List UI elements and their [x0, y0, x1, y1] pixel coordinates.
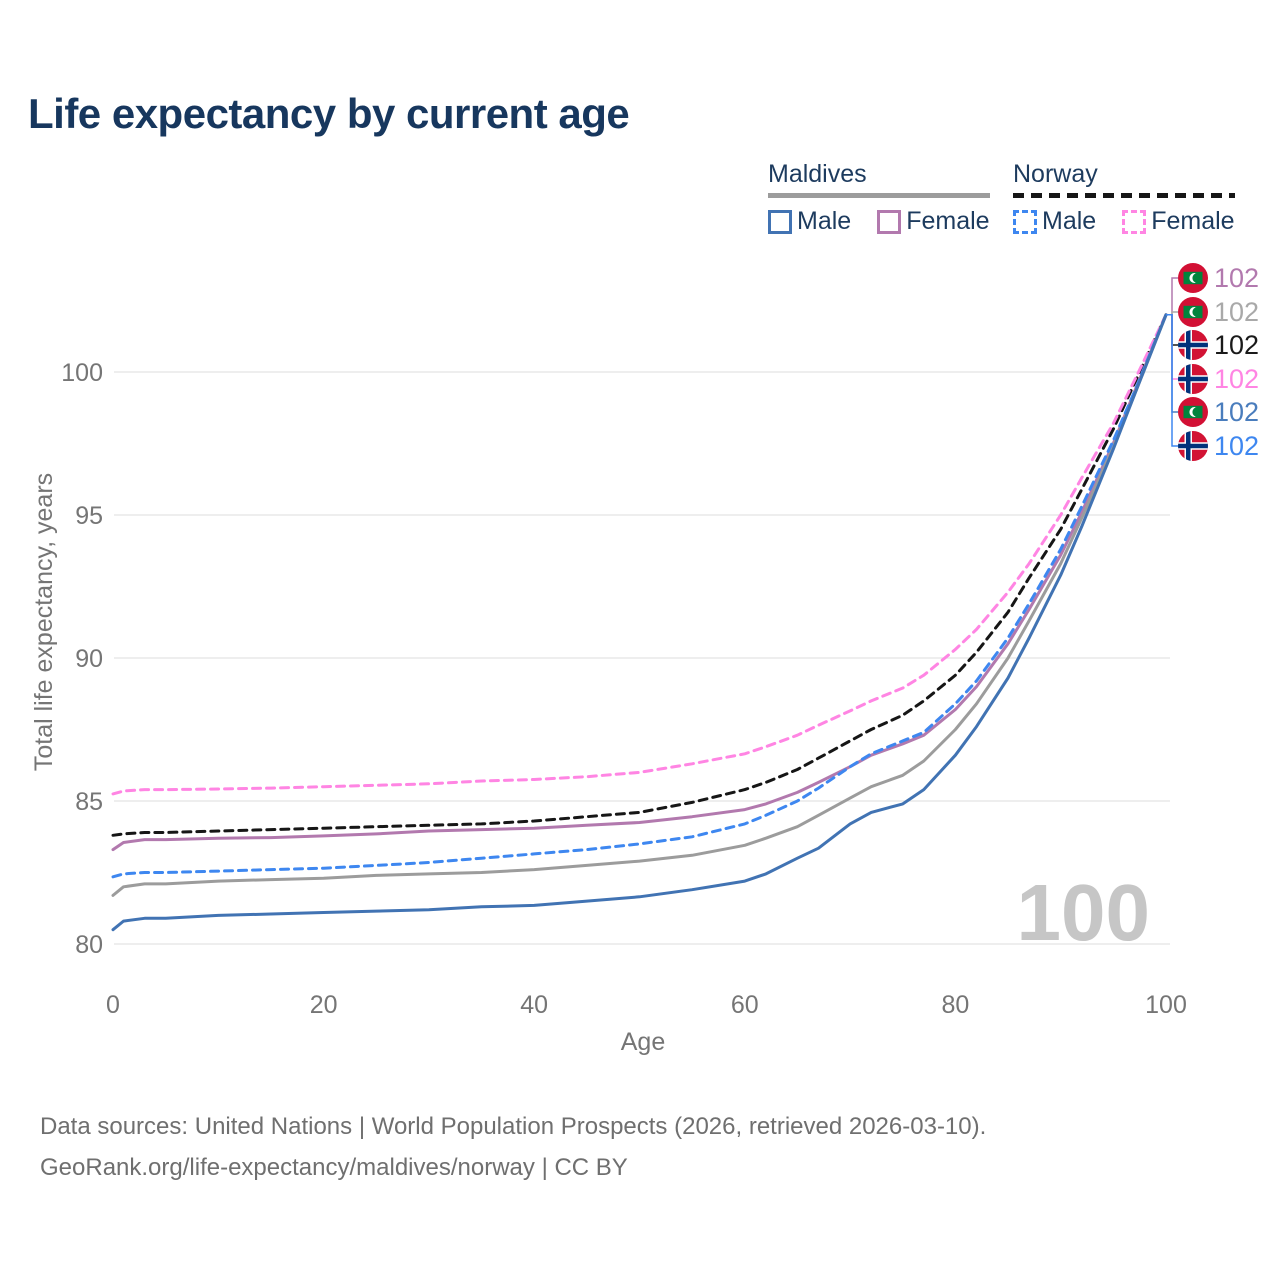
x-axis-title: Age	[621, 1028, 665, 1056]
norway-flag-icon	[1178, 364, 1208, 394]
legend-item-label: Female	[906, 207, 990, 235]
end-label-connector-maldives-female	[1166, 277, 1178, 316]
series-line-maldives-male[interactable]	[111, 313, 1168, 932]
maldives-flag-icon	[1178, 263, 1208, 293]
legend-item-label: Male	[797, 207, 852, 235]
legend-country-norway[interactable]: Norway	[1013, 160, 1098, 188]
end-value-label-norway-female: 102	[1214, 364, 1259, 394]
legend-item-maldives-male[interactable]: Male	[768, 207, 851, 236]
maldives-flag-icon	[1178, 297, 1208, 327]
series-line-norway-female[interactable]	[111, 313, 1168, 796]
y-axis-title: Total life expectancy, years	[30, 473, 58, 771]
maldives-female-swatch-icon	[877, 209, 902, 234]
norway-total-line-sample	[1013, 193, 1235, 198]
x-tick-label-80: 80	[941, 991, 969, 1019]
page-title: Life expectancy by current age	[28, 90, 630, 137]
y-tick-label-90: 90	[75, 645, 103, 673]
y-tick-label-80: 80	[75, 931, 103, 959]
x-tick-label-60: 60	[731, 991, 759, 1019]
series-line-norway-male[interactable]	[111, 313, 1168, 879]
legend-item-norway-female[interactable]: Female	[1122, 207, 1235, 236]
x-tick-label-0: 0	[106, 991, 120, 1019]
age-watermark: 100	[1017, 868, 1150, 957]
x-tick-label-40: 40	[520, 991, 548, 1019]
source-attribution: Data sources: United Nations | World Pop…	[40, 1106, 986, 1188]
legend-item-maldives-female[interactable]: Female	[877, 207, 990, 236]
y-tick-label-100: 100	[61, 359, 103, 387]
end-value-label-maldives-female: 102	[1214, 263, 1259, 293]
series-line-maldives-total[interactable]	[111, 313, 1168, 897]
x-tick-label-20: 20	[310, 991, 338, 1019]
end-value-label-norway-total: 102	[1214, 330, 1259, 360]
end-value-label-maldives-male: 102	[1214, 397, 1259, 427]
norway-flag-icon	[1178, 330, 1208, 360]
end-value-label-norway-male: 102	[1214, 431, 1259, 461]
series-line-maldives-female[interactable]	[111, 313, 1168, 852]
source-url-line: GeoRank.org/life-expectancy/maldives/nor…	[40, 1154, 628, 1181]
maldives-total-line-sample	[768, 193, 990, 198]
chart-legend: Maldives Male Female Norway Male	[0, 160, 1280, 250]
x-tick-label-100: 100	[1145, 991, 1187, 1019]
y-tick-label-95: 95	[75, 502, 103, 530]
norway-female-swatch-icon	[1122, 209, 1147, 234]
end-value-label-maldives-total: 102	[1214, 297, 1259, 327]
data-sources-line: Data sources: United Nations | World Pop…	[40, 1113, 987, 1140]
legend-item-label: Male	[1042, 207, 1097, 235]
legend-group-norway: Norway Male Female	[1013, 160, 1235, 236]
y-tick-label-85: 85	[75, 788, 103, 816]
series-line-norway-total[interactable]	[111, 313, 1168, 837]
end-label-connector-norway-male	[1166, 314, 1178, 447]
maldives-male-swatch-icon	[768, 209, 792, 234]
legend-country-maldives[interactable]: Maldives	[768, 160, 867, 188]
legend-group-maldives: Maldives Male Female	[768, 160, 990, 236]
norway-flag-icon	[1178, 431, 1208, 461]
norway-male-swatch-icon	[1013, 209, 1037, 234]
legend-item-label: Female	[1151, 207, 1235, 235]
legend-item-norway-male[interactable]: Male	[1013, 207, 1096, 236]
maldives-flag-icon	[1178, 397, 1208, 427]
